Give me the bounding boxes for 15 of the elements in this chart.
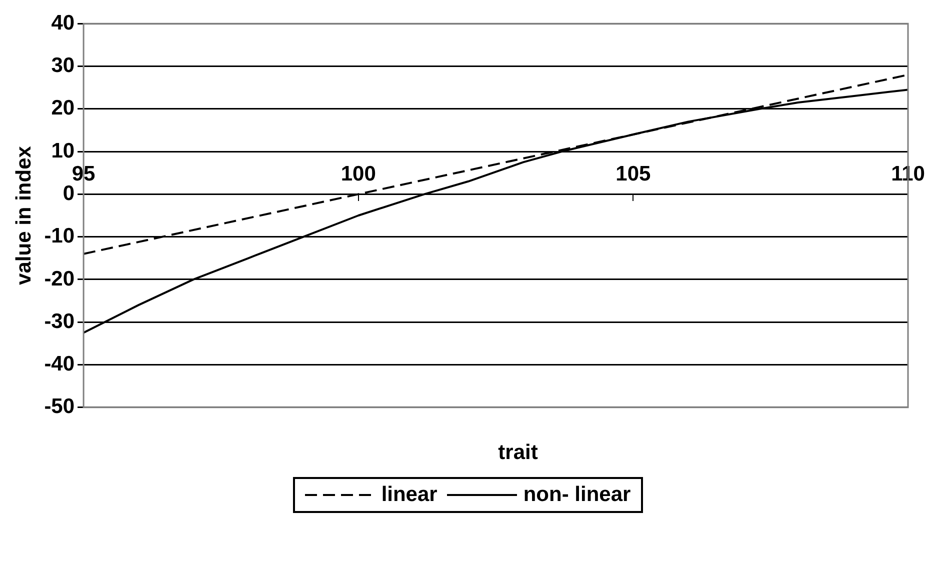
legend-label: linear xyxy=(381,483,438,507)
y-tick-label: 40 xyxy=(51,11,75,34)
y-tick-label: -20 xyxy=(44,267,75,290)
y-tick-label: -50 xyxy=(44,395,75,418)
y-tick-label: -40 xyxy=(44,352,75,376)
y-tick-label: 10 xyxy=(51,139,75,162)
y-tick-label: 30 xyxy=(51,54,75,78)
legend-label: non- linear xyxy=(523,483,631,507)
y-tick-label: 20 xyxy=(51,96,75,120)
y-tick-label: -30 xyxy=(44,310,75,333)
y-axis-title: value in index xyxy=(12,146,36,285)
x-axis-title: trait xyxy=(497,441,539,465)
x-tick-label: 105 xyxy=(616,162,652,186)
x-tick-label: 100 xyxy=(340,162,376,186)
y-tick-label: -10 xyxy=(44,224,75,248)
